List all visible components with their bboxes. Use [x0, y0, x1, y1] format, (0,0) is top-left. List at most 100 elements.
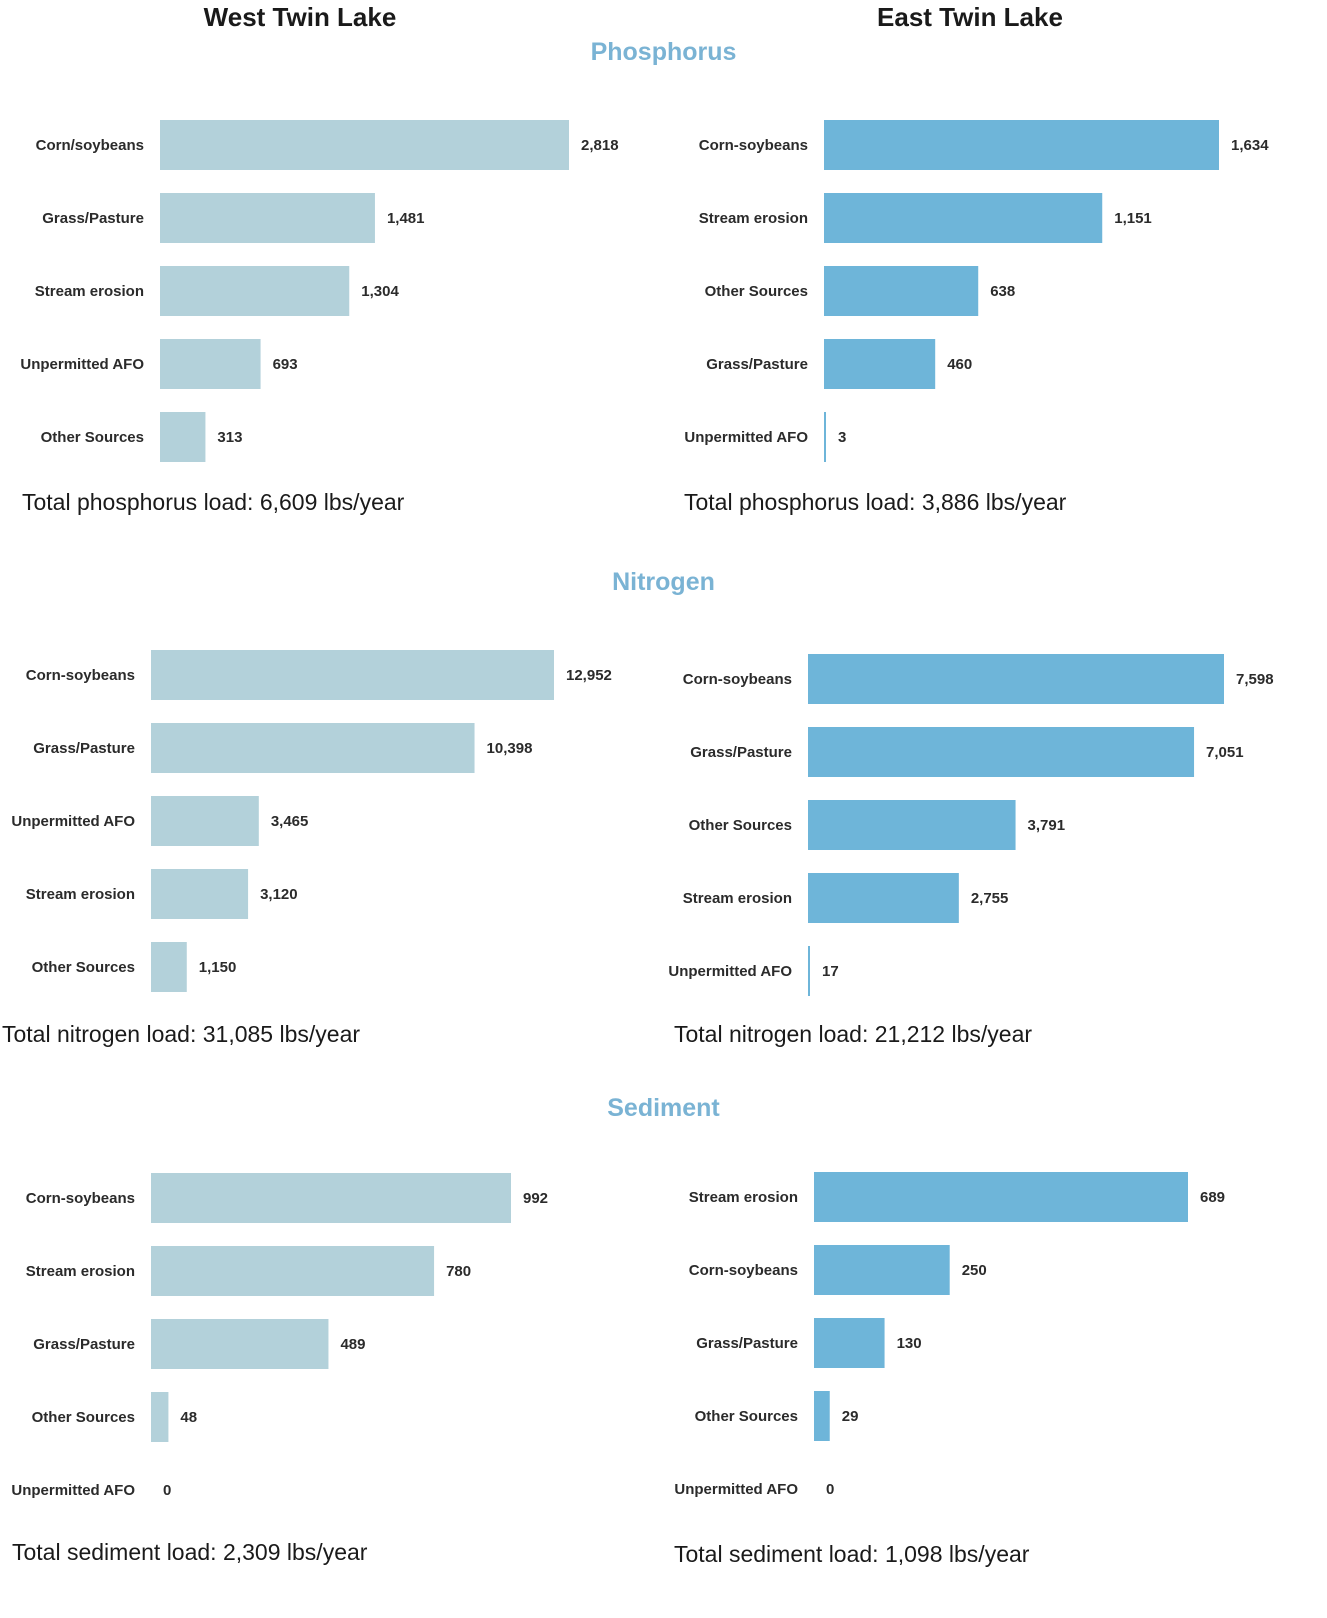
category-label: Unpermitted AFO [674, 1481, 798, 1498]
value-label: 638 [990, 283, 1015, 300]
bar [814, 1391, 830, 1441]
category-label: Corn-soybeans [699, 137, 808, 154]
category-label: Stream erosion [699, 210, 808, 227]
east-nitrogen-total: Total nitrogen load: 21,212 lbs/year [674, 1021, 1033, 1047]
bar [808, 946, 810, 996]
category-label: Other Sources [32, 959, 135, 976]
value-label: 48 [180, 1409, 197, 1426]
bar [824, 120, 1219, 170]
value-label: 7,051 [1206, 744, 1244, 761]
category-label: Corn-soybeans [26, 667, 135, 684]
phosphorus-section-title: Phosphorus [590, 38, 737, 66]
category-label: Grass/Pasture [33, 1336, 135, 1353]
category-label: Stream erosion [35, 283, 144, 300]
category-label: Grass/Pasture [42, 210, 144, 227]
category-label: Other Sources [689, 817, 792, 834]
east-phosphorus-total: Total phosphorus load: 3,886 lbs/year [684, 489, 1067, 515]
category-label: Other Sources [32, 1409, 135, 1426]
bar [160, 266, 350, 316]
value-label: 3 [838, 429, 846, 446]
east-sediment-chart: Stream erosion 689 Corn-soybeans 250 Grass/P… [674, 1172, 1225, 1498]
category-label: Corn-soybeans [26, 1190, 135, 1207]
bar [151, 723, 475, 773]
category-label: Unpermitted AFO [20, 356, 144, 373]
value-label: 780 [446, 1263, 471, 1280]
bar [808, 654, 1224, 704]
category-label: Stream erosion [689, 1189, 798, 1206]
value-label: 0 [826, 1481, 834, 1498]
bar [151, 869, 249, 919]
category-label: Grass/Pasture [33, 740, 135, 757]
value-label: 2,818 [581, 137, 619, 154]
value-label: 1,304 [361, 283, 399, 300]
bar [808, 873, 959, 923]
category-label: Unpermitted AFO [668, 963, 792, 980]
bar [814, 1318, 885, 1368]
value-label: 1,151 [1114, 210, 1152, 227]
category-label: Corn/soybeans [36, 137, 144, 154]
value-label: 2,755 [971, 890, 1009, 907]
bar [808, 727, 1195, 777]
value-label: 130 [897, 1335, 922, 1352]
value-label: 10,398 [487, 740, 533, 757]
value-label: 3,465 [271, 813, 309, 830]
west-sediment-total: Total sediment load: 2,309 lbs/year [12, 1539, 368, 1565]
category-label: Other Sources [695, 1408, 798, 1425]
category-label: Stream erosion [26, 886, 135, 903]
bar [814, 1245, 950, 1295]
bar [151, 1173, 511, 1223]
value-label: 689 [1200, 1189, 1225, 1206]
value-label: 460 [947, 356, 972, 373]
east-nitrogen-chart: Corn-soybeans 7,598 Grass/Pasture 7,051 Othe… [668, 654, 1274, 996]
value-label: 250 [962, 1262, 987, 1279]
value-label: 693 [273, 356, 298, 373]
value-label: 992 [523, 1190, 548, 1207]
category-label: Other Sources [705, 283, 808, 300]
bar [151, 796, 259, 846]
bar [160, 193, 375, 243]
east-sediment-total: Total sediment load: 1,098 lbs/year [674, 1541, 1030, 1567]
value-label: 17 [822, 963, 839, 980]
bar [151, 650, 554, 700]
west-phosphorus-chart: Corn/soybeans 2,818 Grass/Pasture 1,481 Stre… [20, 120, 619, 462]
category-label: Unpermitted AFO [11, 813, 135, 830]
value-label: 1,634 [1231, 137, 1269, 154]
bar [814, 1172, 1188, 1222]
bar [151, 1246, 435, 1296]
sediment-section-title: Sediment [607, 1094, 720, 1122]
value-label: 489 [340, 1336, 365, 1353]
bar [808, 800, 1016, 850]
value-label: 3,120 [260, 886, 298, 903]
bar [160, 120, 569, 170]
east-phosphorus-chart: Corn-soybeans 1,634 Stream erosion 1,151 Oth… [684, 120, 1269, 462]
category-label: Stream erosion [26, 1263, 135, 1280]
value-label: 0 [163, 1482, 171, 1499]
category-label: Corn-soybeans [683, 671, 792, 688]
category-label: Unpermitted AFO [11, 1482, 135, 1499]
bar [824, 193, 1103, 243]
west-nitrogen-total: Total nitrogen load: 31,085 lbs/year [2, 1021, 361, 1047]
category-label: Corn-soybeans [689, 1262, 798, 1279]
value-label: 12,952 [566, 667, 612, 684]
value-label: 7,598 [1236, 671, 1274, 688]
value-label: 313 [217, 429, 242, 446]
bar [160, 339, 261, 389]
bar [824, 339, 936, 389]
bar [151, 1319, 329, 1369]
category-label: Unpermitted AFO [684, 429, 808, 446]
value-label: 29 [842, 1408, 859, 1425]
west-phosphorus-total: Total phosphorus load: 6,609 lbs/year [22, 489, 405, 515]
bar [151, 942, 187, 992]
nitrogen-section-title: Nitrogen [612, 568, 715, 596]
bar [824, 412, 826, 462]
value-label: 1,150 [199, 959, 237, 976]
category-label: Grass/Pasture [706, 356, 808, 373]
west-sediment-chart: Corn-soybeans 992 Stream erosion 780 Grass/P… [11, 1173, 548, 1499]
west-nitrogen-chart: Corn-soybeans 12,952 Grass/Pasture 10,398 Un… [11, 650, 612, 992]
category-label: Grass/Pasture [690, 744, 792, 761]
bar [160, 412, 206, 462]
west-lake-heading: West Twin Lake [203, 2, 397, 32]
value-label: 1,481 [387, 210, 425, 227]
category-label: Grass/Pasture [696, 1335, 798, 1352]
